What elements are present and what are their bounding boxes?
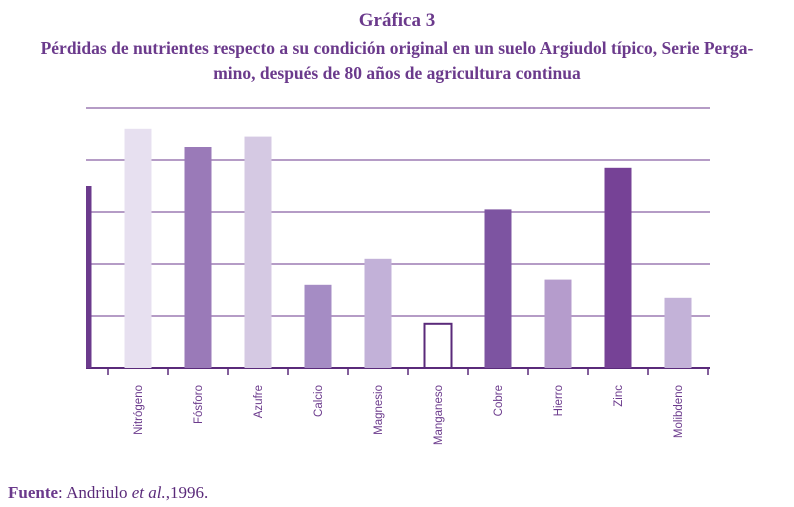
category-label-9: Zinc [613, 385, 625, 407]
chart-title-line-1: Pérdidas de nutrientes respecto a su con… [40, 38, 754, 58]
source-year: ,1996. [165, 483, 209, 502]
bar-0 [86, 186, 92, 368]
category-label-10: Molibdeno [673, 385, 685, 438]
bar-4 [304, 284, 332, 368]
chart-title-line-2: mino, después de 80 años de agricultura … [213, 63, 581, 83]
bar-10 [664, 297, 692, 368]
bar-8 [544, 279, 572, 368]
category-label-7: Cobre [493, 385, 505, 416]
category-label-3: Azufre [253, 385, 265, 418]
chart-number: Gráfica 3 [358, 10, 436, 31]
category-label-6: Manganeso [433, 385, 445, 445]
category-label-1: Nitrógeno [133, 385, 145, 435]
bar-7 [484, 209, 512, 368]
bar-6 [423, 322, 453, 370]
bar-1 [124, 128, 152, 368]
bar-3 [244, 136, 272, 368]
source-note: Fuente: Andriulo et al.,1996. [8, 483, 208, 503]
category-label-8: Hierro [553, 385, 565, 416]
source-etal: et al. [131, 483, 166, 502]
bar-2 [184, 147, 212, 368]
bar-5 [364, 258, 392, 368]
category-label-2: Fósforo [193, 385, 205, 424]
source-text: : Andriulo [58, 483, 132, 502]
category-label-4: Calcio [313, 385, 325, 417]
bar-9 [604, 167, 632, 368]
bar-chart: Nitrógeno Fósforo Azufre Calcio Magnesio Mang… [86, 107, 710, 445]
source-label: Fuente [8, 483, 59, 502]
category-label-5: Magnesio [373, 385, 385, 435]
